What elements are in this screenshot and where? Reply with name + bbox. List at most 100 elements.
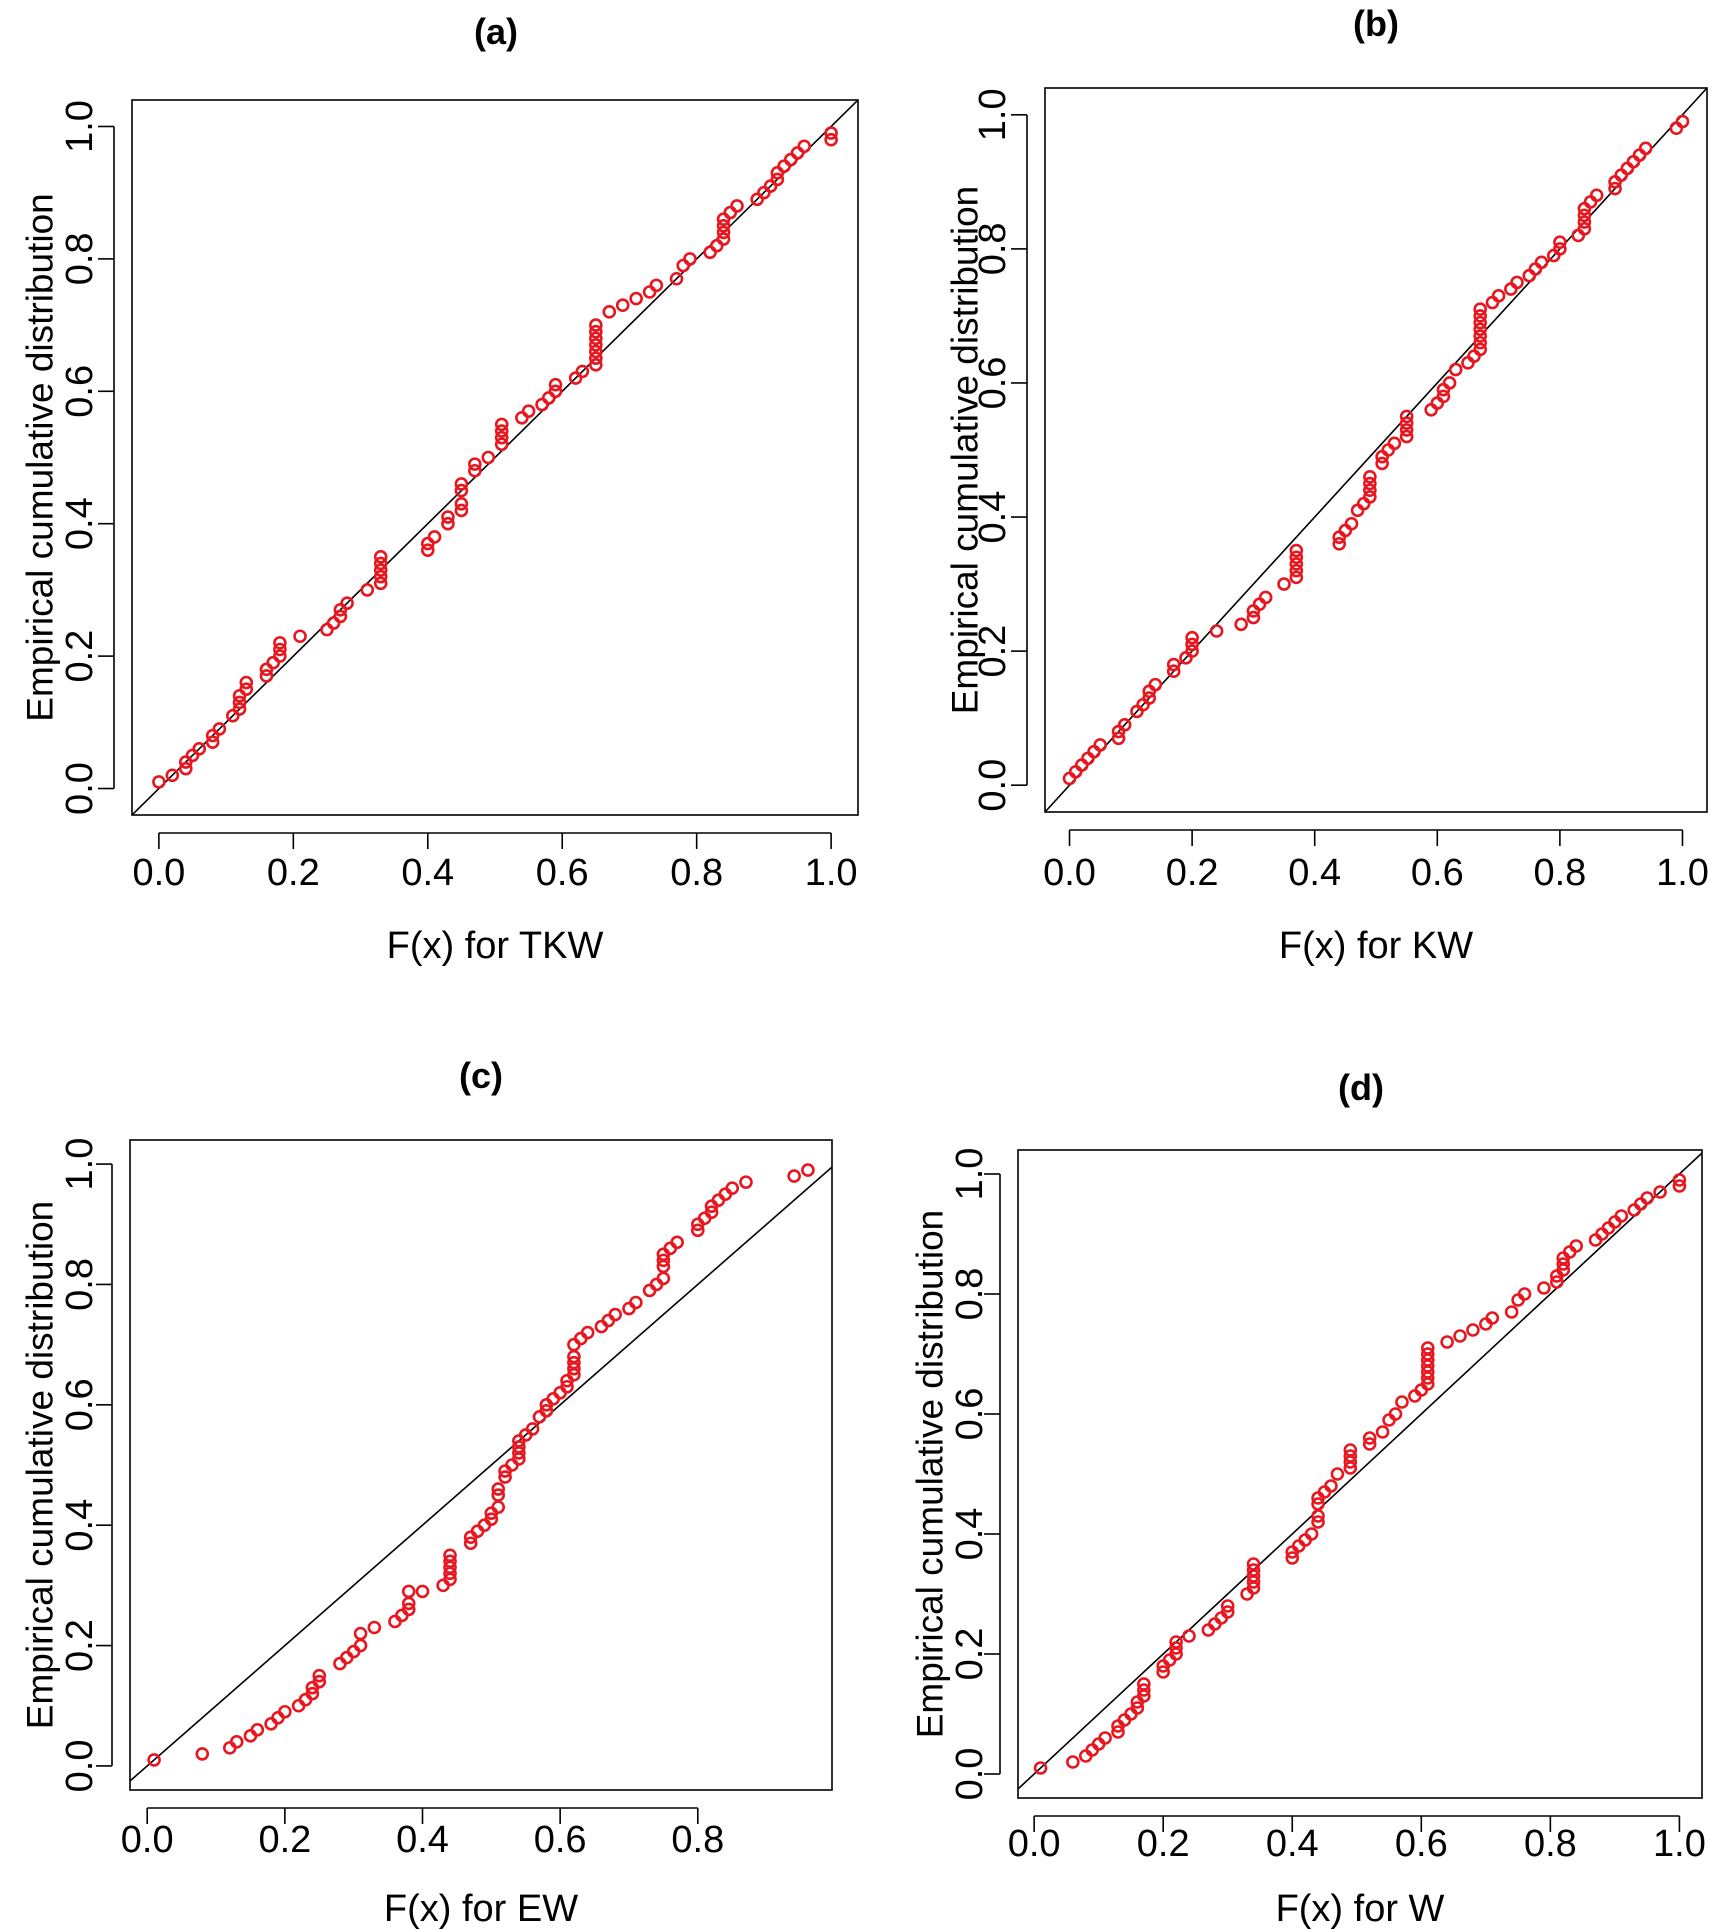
data-point — [441, 516, 455, 531]
x-axis-label: F(x) for EW — [384, 1888, 578, 1930]
data-point — [1473, 322, 1488, 337]
y-tick-label: 0.8 — [59, 232, 101, 285]
data-point — [589, 338, 603, 352]
data-point — [1246, 610, 1261, 625]
data-point — [1553, 235, 1567, 249]
y-tick-label: 1.0 — [972, 88, 1014, 141]
data-point — [676, 258, 691, 273]
data-point — [1169, 1635, 1183, 1649]
y-axis-label: Empirical cumulative distribution — [945, 186, 986, 714]
y-tick-label: 0.8 — [59, 1258, 101, 1311]
data-point — [1537, 1281, 1551, 1295]
data-point — [1640, 1191, 1654, 1205]
x-axis-label: F(x) for KW — [1279, 925, 1473, 967]
x-tick-label: 0.8 — [1533, 852, 1586, 894]
data-point — [481, 450, 496, 465]
panel-a: (a) 0.0 0.2 0.4 0.6 0.8 1.0 0.0 0.2 0.4 0.6 0.8 1.0 F… — [20, 11, 859, 967]
data-point — [535, 397, 549, 412]
data-point — [1185, 637, 1199, 652]
x-tick-label: 0.2 — [1137, 1823, 1190, 1865]
data-point — [1277, 577, 1291, 591]
data-point — [1448, 362, 1463, 377]
data-point — [1142, 691, 1157, 705]
x-tick-label: 0.4 — [1288, 852, 1341, 894]
data-point — [1344, 516, 1359, 531]
data-point — [1098, 1731, 1112, 1745]
data-point — [1375, 456, 1389, 471]
data-point — [1311, 1515, 1325, 1529]
data-point — [1137, 1677, 1151, 1691]
points — [1062, 114, 1690, 786]
x-tick-label: 0.4 — [396, 1819, 449, 1861]
y-tick-label: 0.2 — [59, 1619, 101, 1672]
data-point — [273, 636, 287, 650]
x-tick-label: 0.6 — [536, 852, 589, 894]
data-point — [1246, 1563, 1261, 1577]
data-point — [420, 543, 435, 557]
data-point — [787, 1169, 801, 1183]
data-point — [1117, 718, 1132, 732]
y-tick-label: 0.6 — [949, 1388, 991, 1441]
data-point — [770, 172, 785, 187]
data-point — [1653, 1185, 1667, 1199]
data-point — [1388, 1407, 1403, 1421]
data-point — [250, 1723, 265, 1737]
data-point — [454, 497, 469, 511]
plot-frame — [129, 1139, 833, 1791]
data-point — [1304, 1527, 1319, 1541]
data-point — [441, 510, 455, 524]
data-point — [1589, 188, 1604, 203]
y-tick-label: 0.2 — [949, 1628, 991, 1681]
data-point — [494, 417, 509, 432]
data-point — [1466, 1323, 1480, 1337]
data-point — [1569, 1239, 1583, 1253]
x-tick-label: 1.0 — [1656, 852, 1709, 894]
plot-frame — [1017, 1149, 1703, 1799]
data-point — [1363, 483, 1377, 498]
data-point — [1166, 657, 1181, 672]
data-point — [1289, 570, 1304, 585]
data-point — [602, 305, 617, 319]
data-point — [229, 1735, 244, 1749]
data-point — [367, 1620, 382, 1635]
data-point — [373, 550, 388, 564]
data-point — [1185, 644, 1199, 658]
data-point — [165, 768, 180, 783]
data-point — [580, 1325, 595, 1340]
data-point — [1220, 1605, 1235, 1619]
points — [1033, 1173, 1687, 1775]
data-point — [548, 384, 563, 399]
data-point — [1166, 664, 1181, 679]
data-point — [656, 1253, 671, 1268]
data-point — [716, 232, 731, 246]
data-point — [515, 410, 529, 425]
data-point — [1485, 1311, 1500, 1325]
points — [152, 126, 838, 789]
data-point — [1399, 416, 1414, 430]
data-point — [783, 152, 798, 167]
data-point — [1473, 342, 1488, 357]
data-point — [491, 1488, 506, 1502]
data-point — [1672, 1173, 1687, 1187]
x-tick-label: 0.8 — [1524, 1823, 1577, 1865]
x-axis-label: F(x) for TKW — [387, 925, 604, 967]
y-tick-label: 1.0 — [949, 1148, 991, 1201]
reference-line — [130, 1166, 832, 1783]
panel-c: (c) 0.0 0.2 0.4 0.6 0.8 0.0 0.2 0.4 0.6 0.8 1.0 F(x)… — [20, 1055, 833, 1930]
data-point — [1343, 1443, 1358, 1457]
chart-title: (b) — [1353, 3, 1399, 44]
data-point — [1491, 289, 1506, 303]
data-point — [642, 285, 657, 299]
data-point — [801, 1163, 815, 1177]
panel-d: (d) 0.0 0.2 0.4 0.6 0.8 1.0 0.0 0.2 0.4 0.6 0.8 1.0 F… — [910, 1067, 1706, 1930]
data-point — [560, 1379, 574, 1394]
y-tick-label: 0.2 — [59, 630, 101, 683]
data-point — [589, 358, 603, 372]
data-point — [1473, 329, 1488, 343]
x-tick-label: 1.0 — [1653, 1823, 1706, 1865]
y-axis-label: Empirical cumulative distribution — [910, 1210, 951, 1738]
y-tick-label: 0.4 — [59, 497, 101, 550]
data-point — [1182, 1629, 1196, 1643]
y-tick-label: 0.6 — [59, 1378, 101, 1431]
data-point — [1148, 677, 1163, 692]
